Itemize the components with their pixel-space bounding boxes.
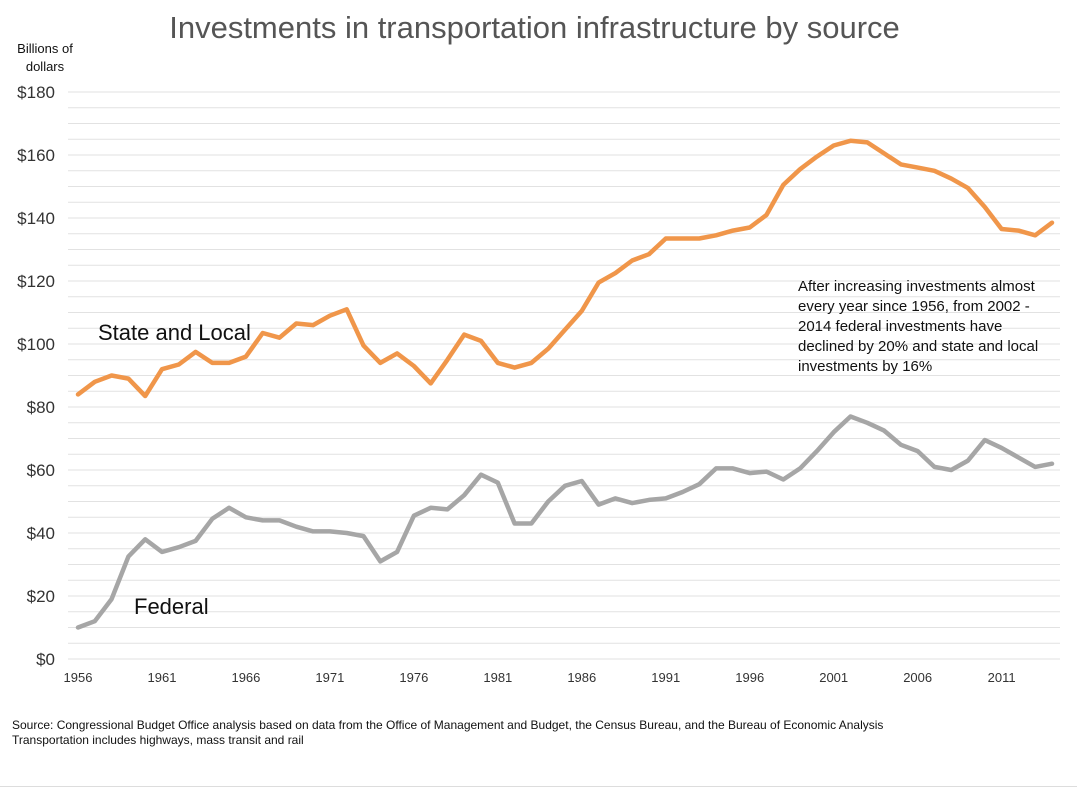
y-tick-label: $80 [27, 398, 55, 417]
grid-lines [68, 91, 1060, 660]
source-line: Source: Congressional Budget Office anal… [12, 718, 884, 732]
y-tick-label: $120 [17, 272, 55, 291]
y-tick-label: $100 [17, 335, 55, 354]
x-tick-label: 1961 [148, 670, 177, 685]
y-tick-label: $40 [27, 524, 55, 543]
x-axis-ticks: 1956 1961 1966 1971 1976 1981 1986 1991 1996 2001… [64, 670, 1016, 685]
bottom-divider [0, 786, 1077, 787]
x-tick-label: 2011 [988, 670, 1016, 685]
series-lines [75, 138, 1055, 630]
x-tick-label: 1986 [567, 670, 596, 685]
y-tick-label: $20 [27, 587, 55, 606]
x-tick-label: 2001 [819, 670, 848, 685]
y-axis-unit-label: Billions of dollars [10, 40, 80, 76]
y-tick-label: $140 [17, 209, 55, 228]
x-tick-label: 1956 [64, 670, 93, 685]
x-tick-label: 2006 [903, 670, 932, 685]
y-tick-label: $0 [36, 650, 55, 669]
y-tick-label: $160 [17, 146, 55, 165]
x-tick-label: 1976 [399, 670, 428, 685]
x-tick-label: 1991 [651, 670, 680, 685]
x-tick-label: 1971 [315, 670, 344, 685]
series-label-federal: Federal [134, 594, 209, 619]
series-line-state-and-local [75, 138, 1055, 399]
x-tick-label: 1966 [231, 670, 260, 685]
y-axis-unit-line1: Billions of [17, 41, 73, 56]
source-scope-line: Transportation includes highways, mass t… [12, 733, 304, 747]
x-tick-label: 1996 [735, 670, 764, 685]
y-axis-ticks: $0 $20 $40 $60 $80 $100 $120 $140 $160 $180 [17, 83, 55, 669]
source-note: Source: Congressional Budget Office anal… [12, 718, 883, 748]
y-tick-label: $60 [27, 461, 55, 480]
y-axis-unit-line2: dollars [25, 59, 65, 74]
series-line-federal [75, 414, 1055, 630]
chart-title: Investments in transportation infrastruc… [169, 10, 900, 45]
x-tick-label: 1981 [483, 670, 512, 685]
annotation-note: After increasing investments almost ever… [798, 278, 1039, 375]
y-tick-label: $180 [17, 83, 55, 102]
series-label-state-and-local: State and Local [98, 320, 251, 345]
